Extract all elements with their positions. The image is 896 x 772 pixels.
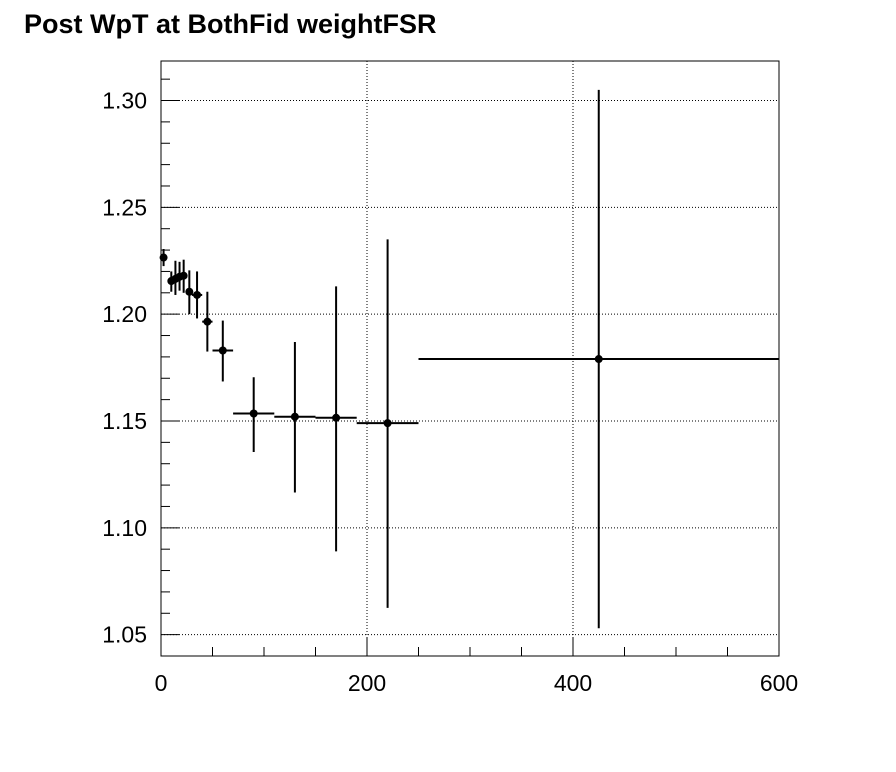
y-tick-label: 1.30 [102, 88, 147, 114]
y-tick-label: 1.15 [102, 408, 147, 434]
data-point [202, 291, 213, 352]
point-marker [249, 409, 258, 418]
data-point [356, 239, 419, 608]
point-marker [594, 355, 603, 364]
data-point [233, 377, 275, 452]
y-tick-label: 1.25 [102, 194, 147, 220]
x-tick-label: 200 [348, 670, 386, 696]
data-point [274, 341, 316, 493]
y-tick-label: 1.05 [102, 622, 147, 648]
x-tick-label: 600 [760, 670, 798, 696]
grid-lines [161, 61, 779, 656]
x-tick-label: 0 [155, 670, 168, 696]
point-marker [193, 290, 202, 299]
data-point [418, 89, 779, 629]
y-tick-label: 1.20 [102, 301, 147, 327]
data-point [191, 271, 203, 319]
point-marker [383, 419, 392, 428]
point-marker [179, 271, 188, 280]
chart-title: Post WpT at BothFid weightFSR [24, 9, 436, 39]
data-point [185, 270, 194, 315]
point-marker [218, 346, 227, 355]
plot-frame [160, 60, 780, 657]
point-marker [185, 287, 194, 296]
point-marker [159, 253, 168, 262]
axis-ticks [160, 78, 780, 657]
point-marker [203, 317, 212, 326]
tick-labels: 0 200 400 600 1.05 1.10 1.15 1.20 1.25 1.30 [102, 88, 798, 696]
data-point [315, 286, 357, 552]
data-point [212, 320, 234, 382]
point-marker [290, 412, 299, 421]
x-tick-label: 400 [554, 670, 592, 696]
data-point [179, 259, 188, 293]
y-tick-label: 1.10 [102, 515, 147, 541]
data-point [159, 249, 168, 267]
point-marker [332, 413, 341, 422]
data-points [159, 89, 779, 629]
